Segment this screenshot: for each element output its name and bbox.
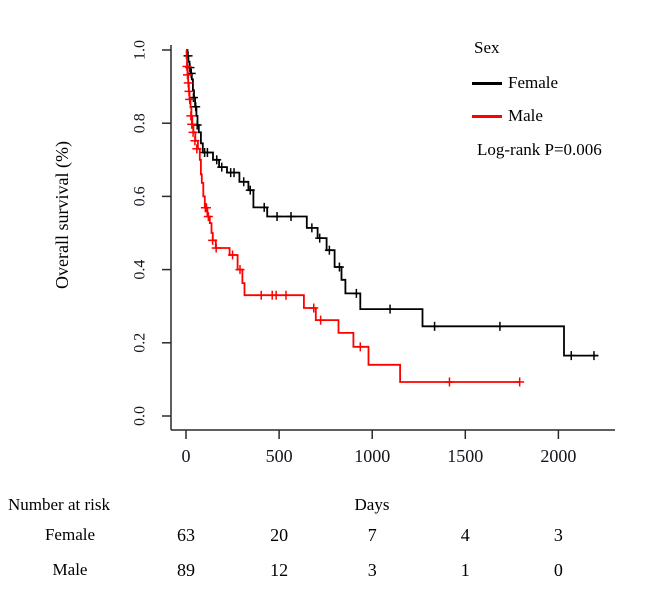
y-axis-title: Overall survival (%) <box>52 141 72 289</box>
risk-row-label-male: Male <box>52 560 88 579</box>
legend-line-male <box>472 115 502 118</box>
risk-count: 63 <box>177 525 195 545</box>
x-tick-label: 0 <box>182 446 191 466</box>
risk-count: 0 <box>553 560 563 580</box>
y-tick-label: 1.0 <box>132 40 149 60</box>
legend-label-female: Female <box>508 73 559 92</box>
survival-curve-male <box>185 49 520 383</box>
x-tick-label: 500 <box>266 446 293 466</box>
log-rank-annotation: Log-rank P=0.006 <box>477 140 602 159</box>
risk-count: 4 <box>460 525 470 545</box>
x-tick-label: 1000 <box>354 446 390 466</box>
legend-title: Sex <box>474 38 500 57</box>
risk-count: 89 <box>177 560 195 580</box>
x-tick-label: 1500 <box>447 446 483 466</box>
y-tick-label: 0.2 <box>132 333 149 353</box>
y-tick-label: 0.8 <box>132 113 149 133</box>
legend-label-male: Male <box>508 106 543 125</box>
survival-plot-canvas: 0.0 0.2 0.4 0.6 0.8 1.0 0 500 1000 1500 2000 <box>132 40 615 466</box>
risk-count: 20 <box>270 525 289 545</box>
risk-count: 3 <box>553 525 563 545</box>
y-tick-label: 0.6 <box>132 186 149 206</box>
y-tick-label: 0.4 <box>132 260 149 280</box>
risk-count: 12 <box>270 560 289 580</box>
risk-count: 3 <box>367 560 377 580</box>
y-tick-label: 0.0 <box>132 406 149 426</box>
x-tick-label: 2000 <box>540 446 576 466</box>
risk-count: 1 <box>460 560 470 580</box>
legend-line-female <box>472 82 502 85</box>
x-axis-title: Days <box>354 495 390 514</box>
risk-table-header: Number at risk <box>8 495 110 514</box>
risk-count: 7 <box>367 525 377 545</box>
risk-row-label-female: Female <box>44 525 96 544</box>
survival-curve-female <box>186 49 599 357</box>
